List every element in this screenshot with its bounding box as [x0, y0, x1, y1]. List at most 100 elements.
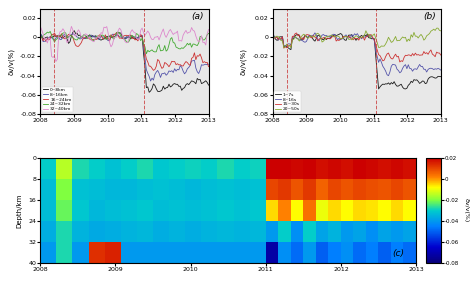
- Line: 0~8km: 0~8km: [40, 31, 209, 92]
- 15~30s: [270, 38, 275, 41]
- 24~32km: [74, 38, 80, 42]
- 24~32km: [84, 37, 90, 40]
- Y-axis label: Depth/km: Depth/km: [17, 193, 23, 228]
- 1~7s: [270, 34, 275, 37]
- 0~8km: [146, 91, 152, 94]
- 8~16s: [438, 68, 444, 72]
- 8~16s: [312, 31, 318, 35]
- 1~7s: [365, 33, 370, 36]
- 8~16s: [386, 74, 392, 78]
- 16~24km: [132, 38, 138, 42]
- 16~24km: [206, 65, 211, 68]
- 8~16km: [131, 35, 137, 39]
- 15~30s: [397, 60, 402, 64]
- 16~24km: [203, 61, 209, 64]
- 8~16km: [201, 63, 207, 66]
- 8~16s: [365, 35, 370, 38]
- 0~8km: [203, 79, 209, 82]
- 1~7s: [337, 32, 343, 35]
- 0~8km: [156, 90, 162, 93]
- 15~30s: [307, 33, 312, 37]
- 0~8km: [84, 34, 90, 38]
- 32~40km: [172, 31, 177, 35]
- 20~50s: [270, 34, 275, 37]
- 1~7s: [387, 83, 393, 86]
- Line: 1~7s: 1~7s: [273, 33, 441, 89]
- 16~24km: [151, 69, 156, 72]
- 8~16km: [37, 31, 43, 35]
- 24~32km: [206, 32, 211, 35]
- 20~50s: [307, 35, 312, 39]
- 24~32km: [144, 52, 149, 55]
- 1~7s: [405, 84, 411, 87]
- 15~30s: [365, 35, 370, 38]
- 0~8km: [173, 83, 179, 86]
- Line: 15~30s: 15~30s: [273, 33, 441, 62]
- 32~40km: [84, 33, 90, 36]
- 32~40km: [74, 31, 80, 34]
- 8~16km: [206, 62, 211, 66]
- 20~50s: [435, 26, 441, 30]
- 32~40km: [206, 28, 211, 31]
- 8~16km: [82, 37, 88, 40]
- 24~32km: [173, 45, 179, 49]
- 1~7s: [315, 34, 320, 37]
- 15~30s: [405, 53, 411, 57]
- 20~50s: [281, 46, 287, 49]
- 15~30s: [387, 55, 393, 58]
- Y-axis label: δv/v(%): δv/v(%): [240, 48, 247, 75]
- 32~40km: [132, 31, 138, 34]
- Y-axis label: δv/v(%): δv/v(%): [8, 48, 15, 75]
- 8~16s: [435, 67, 441, 70]
- 20~50s: [438, 29, 444, 33]
- 1~7s: [305, 36, 311, 39]
- 20~50s: [434, 27, 439, 30]
- 8~16s: [270, 36, 275, 39]
- 15~30s: [316, 37, 322, 41]
- 15~30s: [294, 31, 300, 35]
- Line: 20~50s: 20~50s: [273, 28, 441, 48]
- 16~24km: [37, 35, 43, 39]
- Line: 8~16km: 8~16km: [40, 33, 209, 81]
- 16~24km: [156, 59, 162, 63]
- 1~7s: [435, 75, 441, 78]
- 24~32km: [203, 36, 209, 40]
- 8~16s: [316, 39, 322, 42]
- 16~24km: [173, 63, 179, 66]
- 32~40km: [201, 41, 207, 44]
- 8~16s: [305, 36, 311, 40]
- 24~32km: [37, 37, 43, 40]
- Legend: 1~7s, 8~16s, 15~30s, 20~50s: 1~7s, 8~16s, 15~30s, 20~50s: [274, 91, 301, 112]
- 0~8km: [206, 84, 211, 87]
- 8~16km: [155, 69, 161, 72]
- 0~8km: [72, 29, 77, 32]
- 16~24km: [114, 31, 119, 34]
- 20~50s: [404, 40, 410, 43]
- 24~32km: [156, 43, 162, 46]
- 8~16km: [148, 79, 154, 83]
- 20~50s: [365, 32, 370, 35]
- Line: 8~16s: 8~16s: [273, 33, 441, 76]
- 8~16s: [405, 63, 411, 66]
- 32~40km: [155, 35, 161, 38]
- Text: (b): (b): [423, 12, 436, 21]
- Legend: 0~8km, 8~16km, 16~24km, 24~32km, 32~40km: 0~8km, 8~16km, 16~24km, 24~32km, 32~40km: [42, 87, 73, 112]
- 8~16km: [73, 34, 79, 37]
- 16~24km: [82, 36, 88, 39]
- 8~16s: [389, 65, 394, 68]
- Line: 32~40km: 32~40km: [40, 26, 209, 61]
- 0~8km: [37, 31, 43, 35]
- 20~50s: [387, 38, 393, 41]
- 8~16km: [172, 67, 177, 70]
- 24~32km: [47, 30, 53, 33]
- Line: 24~32km: 24~32km: [40, 31, 209, 54]
- 15~30s: [435, 51, 441, 55]
- Line: 16~24km: 16~24km: [40, 32, 209, 70]
- Y-axis label: δv/v(%): δv/v(%): [464, 198, 469, 223]
- Text: (a): (a): [191, 12, 203, 21]
- 0~8km: [132, 37, 138, 40]
- 1~7s: [402, 87, 408, 91]
- 32~40km: [37, 25, 43, 28]
- 1~7s: [438, 75, 444, 78]
- 15~30s: [438, 53, 444, 57]
